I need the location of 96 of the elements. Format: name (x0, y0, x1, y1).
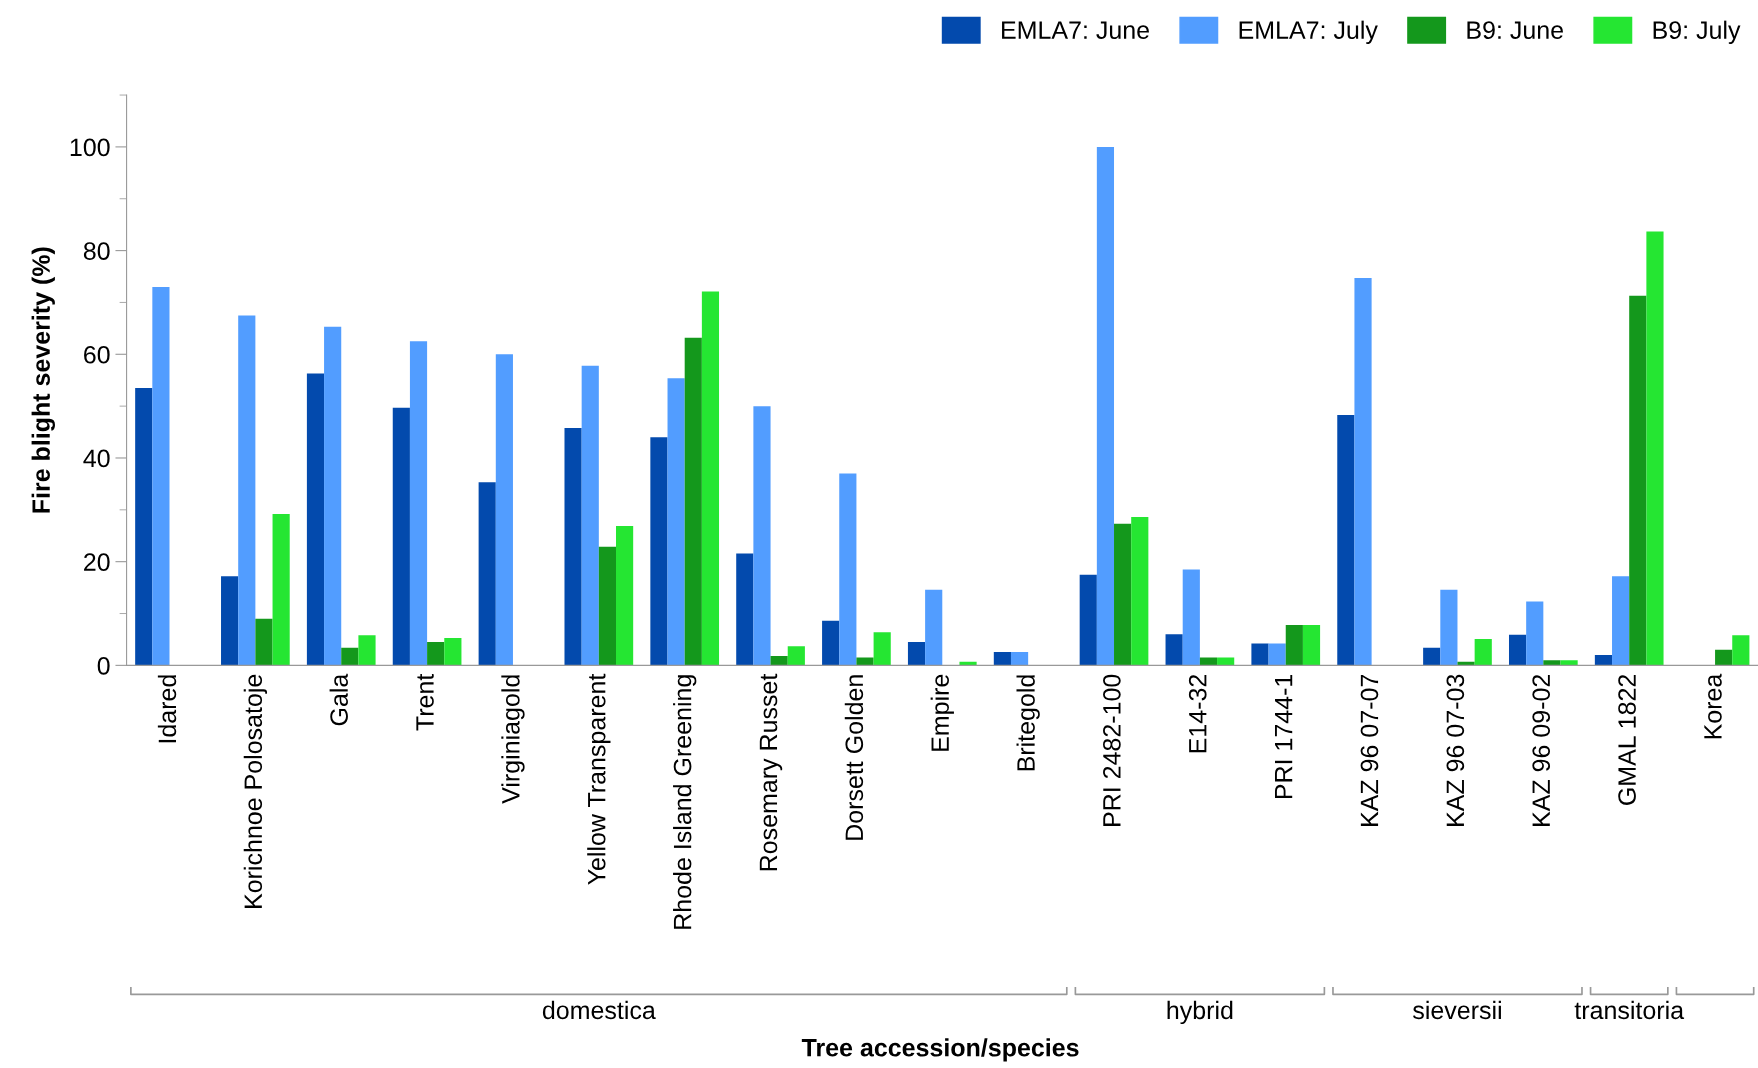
bar (1182, 569, 1200, 666)
bar (1337, 414, 1355, 666)
bar (564, 427, 582, 666)
bar (787, 646, 805, 666)
bar (1010, 651, 1029, 666)
bar (1285, 624, 1303, 666)
bar (358, 635, 376, 666)
x-tick-label: Gala (329, 673, 348, 726)
bar (993, 651, 1011, 666)
x-tick-label: KAZ 96 07-03 (1446, 674, 1465, 826)
bar (255, 618, 273, 666)
legend-label: B9: June (1467, 21, 1563, 39)
bar (1526, 601, 1544, 666)
bar (1096, 146, 1115, 666)
bar (135, 387, 153, 666)
bar (598, 546, 616, 666)
bar (324, 326, 342, 666)
bar (238, 315, 256, 666)
bar (925, 589, 943, 666)
bar (736, 553, 754, 666)
bar (1440, 589, 1458, 666)
y-tick-label: 80 (83, 242, 110, 260)
bar (907, 642, 926, 666)
bar (1543, 660, 1561, 666)
bar (581, 365, 599, 666)
text: sieversii (1413, 1000, 1501, 1020)
bar (1612, 576, 1630, 666)
bar (684, 337, 702, 666)
x-tick-label: Rosemary Russet (759, 673, 783, 871)
bar (221, 576, 239, 666)
x-tick-label: Korichnoe Polosatoje (243, 674, 268, 908)
x-tick-label: Virginiagold (501, 675, 525, 804)
bar (1302, 624, 1321, 666)
bar (495, 354, 513, 666)
x-tick-label: Empire (930, 674, 954, 751)
bar (409, 341, 428, 666)
text: transitoria (1574, 1000, 1685, 1020)
bar (1732, 635, 1750, 666)
bar (1629, 295, 1647, 666)
bar (856, 657, 874, 666)
bar (1079, 574, 1097, 666)
x-tick-label: PRI 2482-100 (1103, 674, 1121, 826)
bar (1354, 278, 1372, 666)
bar (1646, 231, 1664, 666)
bar (341, 647, 359, 666)
x-tick-label: Britegold (1016, 675, 1040, 771)
bar (427, 642, 445, 666)
text: hybrid (1167, 1000, 1233, 1025)
x-tick-label: Trent (416, 673, 434, 731)
bar (1251, 643, 1269, 666)
x-tick-label: Idared (157, 675, 177, 743)
bar (667, 378, 685, 666)
x-tick-label: KAZ 96 09-02 (1532, 674, 1551, 826)
x-tick-label: Rhode Island Greening (673, 675, 697, 929)
bar (1560, 660, 1578, 666)
bar (1268, 643, 1286, 666)
bar (753, 406, 771, 666)
y-tick-label: 40 (83, 449, 110, 468)
y-tick-label: 20 (84, 553, 110, 571)
legend-label: EMLA7: July (1239, 20, 1378, 44)
x-tick-label: PRI 1744-1 (1275, 674, 1293, 799)
bar (1474, 638, 1492, 666)
bar (1114, 523, 1132, 666)
bar (770, 656, 788, 666)
y-tick-label: 0 (97, 656, 110, 675)
bar (1715, 649, 1733, 666)
x-tick-label: Korea (1704, 673, 1722, 739)
x-tick-label: Yellow Transparent (587, 673, 611, 885)
bar (478, 482, 496, 666)
bar (152, 286, 170, 666)
bar (1594, 654, 1613, 666)
bar (444, 637, 462, 666)
x-tick-label: GMAL 1822 (1618, 674, 1636, 805)
y-tick-label: 100 (70, 138, 110, 157)
y-axis-title: Fire blight severity (%) (31, 247, 56, 513)
legend-label: B9: July (1653, 20, 1741, 44)
text: domestica (542, 1000, 656, 1020)
y-tick-label: 60 (84, 345, 110, 364)
bar (1508, 634, 1527, 666)
bar (1131, 517, 1149, 666)
bar (650, 437, 668, 666)
x-axis-title: Tree accession/species (801, 1038, 1079, 1062)
bar (873, 632, 891, 666)
x-tick-label: Dorsett Golden (844, 675, 864, 840)
bar (839, 473, 857, 666)
bar (822, 620, 840, 666)
x-tick-label: E14-32 (1188, 674, 1207, 753)
bar (1165, 634, 1183, 666)
bar (392, 407, 410, 666)
bar (306, 373, 325, 666)
bar (701, 291, 720, 666)
bar (272, 513, 290, 666)
x-tick-label: KAZ 96 07-07 (1360, 674, 1379, 826)
legend-label: EMLA7: June (1002, 21, 1149, 39)
bar (616, 525, 634, 666)
bar (1423, 647, 1441, 666)
